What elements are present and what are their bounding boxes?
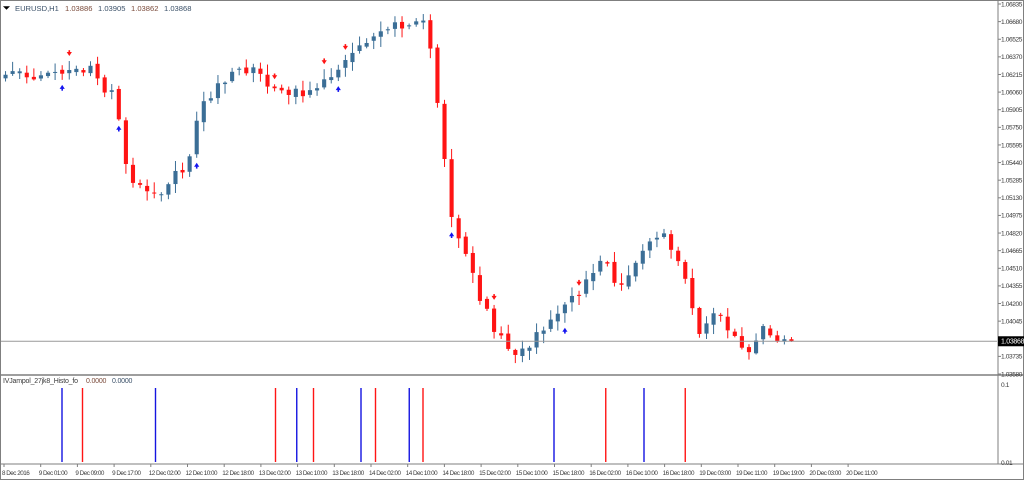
svg-text:0.1: 0.1 [1001, 382, 1010, 389]
svg-text:1.05130: 1.05130 [1001, 195, 1023, 202]
svg-text:12 Dec 18:00: 12 Dec 18:00 [222, 470, 254, 477]
svg-text:EURUSD,H1: EURUSD,H1 [15, 4, 59, 13]
svg-text:16 Dec 10:00: 16 Dec 10:00 [626, 470, 658, 477]
svg-text:1.03886: 1.03886 [65, 4, 92, 13]
svg-text:1.06835: 1.06835 [1001, 1, 1023, 8]
svg-text:12 Dec 10:00: 12 Dec 10:00 [186, 470, 218, 477]
svg-text:1.04665: 1.04665 [1001, 248, 1023, 255]
svg-text:1.06525: 1.06525 [1001, 37, 1023, 44]
svg-text:9 Dec 01:00: 9 Dec 01:00 [39, 470, 68, 477]
svg-text:1.05440: 1.05440 [1001, 160, 1023, 167]
svg-text:IVJampol_27jk8_Histo_fo: IVJampol_27jk8_Histo_fo [3, 378, 78, 385]
svg-text:1.03862: 1.03862 [131, 4, 158, 13]
svg-text:1.04045: 1.04045 [1001, 318, 1023, 325]
svg-text:1.05750: 1.05750 [1001, 125, 1023, 132]
svg-text:20 Dec 11:00: 20 Dec 11:00 [846, 470, 878, 477]
svg-text:1.06370: 1.06370 [1001, 54, 1023, 61]
svg-text:13 Dec 02:00: 13 Dec 02:00 [259, 470, 291, 477]
svg-text:1.05595: 1.05595 [1001, 142, 1023, 149]
svg-text:1.04355: 1.04355 [1001, 283, 1023, 290]
svg-text:9 Dec 09:00: 9 Dec 09:00 [75, 470, 104, 477]
svg-text:1.06060: 1.06060 [1001, 89, 1023, 96]
svg-text:1.06680: 1.06680 [1001, 19, 1023, 26]
svg-text:19 Dec 11:00: 19 Dec 11:00 [736, 470, 768, 477]
svg-text:0.0000: 0.0000 [86, 378, 107, 385]
svg-text:20 Dec 03:00: 20 Dec 03:00 [809, 470, 841, 477]
svg-text:1.04820: 1.04820 [1001, 230, 1023, 237]
svg-text:14 Dec 02:00: 14 Dec 02:00 [369, 470, 401, 477]
svg-text:15 Dec 02:00: 15 Dec 02:00 [479, 470, 511, 477]
svg-text:1.05905: 1.05905 [1001, 107, 1023, 114]
svg-text:12 Dec 02:00: 12 Dec 02:00 [149, 470, 181, 477]
svg-text:1.05285: 1.05285 [1001, 177, 1023, 184]
svg-text:16 Dec 02:00: 16 Dec 02:00 [589, 470, 621, 477]
svg-text:1.06215: 1.06215 [1001, 72, 1023, 79]
svg-text:0.01: 0.01 [1001, 460, 1013, 467]
svg-text:1.04200: 1.04200 [1001, 301, 1023, 308]
svg-text:1.03735: 1.03735 [1001, 354, 1023, 361]
svg-text:14 Dec 10:00: 14 Dec 10:00 [406, 470, 438, 477]
svg-text:1.03580: 1.03580 [1001, 371, 1023, 378]
svg-text:1.03868: 1.03868 [1001, 339, 1024, 346]
svg-text:13 Dec 10:00: 13 Dec 10:00 [296, 470, 328, 477]
svg-text:9 Dec 17:00: 9 Dec 17:00 [112, 470, 141, 477]
svg-text:15 Dec 18:00: 15 Dec 18:00 [553, 470, 585, 477]
svg-text:1.04975: 1.04975 [1001, 213, 1023, 220]
svg-text:1.03868: 1.03868 [164, 4, 191, 13]
svg-text:16 Dec 18:00: 16 Dec 18:00 [663, 470, 695, 477]
svg-text:13 Dec 18:00: 13 Dec 18:00 [332, 470, 364, 477]
svg-text:1.04510: 1.04510 [1001, 266, 1023, 273]
svg-text:15 Dec 10:00: 15 Dec 10:00 [516, 470, 548, 477]
svg-text:0.0000: 0.0000 [112, 378, 133, 385]
svg-text:8 Dec 2016: 8 Dec 2016 [2, 470, 30, 477]
svg-text:19 Dec 03:00: 19 Dec 03:00 [699, 470, 731, 477]
svg-text:1.03905: 1.03905 [98, 4, 125, 13]
svg-text:14 Dec 18:00: 14 Dec 18:00 [442, 470, 474, 477]
svg-text:19 Dec 19:00: 19 Dec 19:00 [773, 470, 805, 477]
